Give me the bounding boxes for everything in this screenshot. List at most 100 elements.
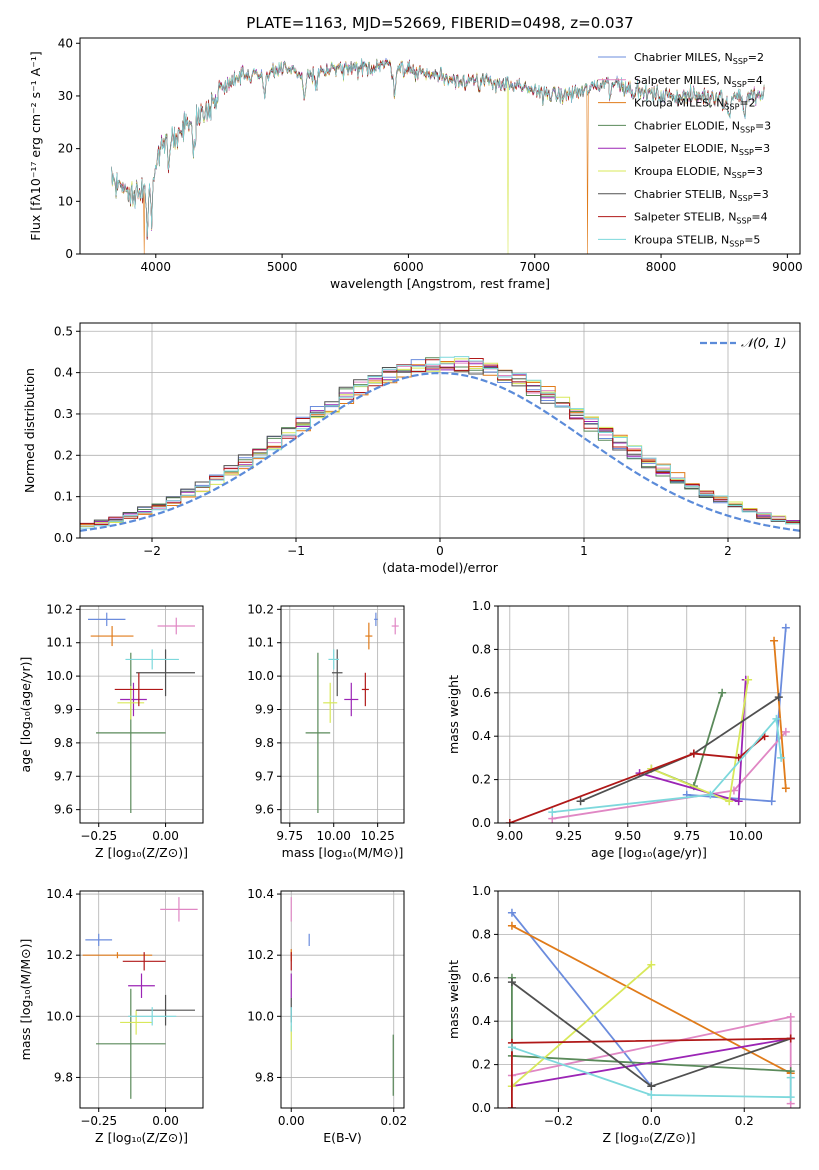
y-tick-label: 9.6	[54, 803, 73, 817]
weight-series-line	[511, 1037, 791, 1088]
x-tick-label: 9.75	[673, 829, 700, 843]
mass-weight-vs-Z-x-label: Z [log₁₀(Z/Z⊙)]	[603, 1130, 696, 1145]
data-point	[120, 682, 147, 717]
data-point	[157, 617, 195, 635]
mass-weight-vs-Z-lines	[507, 908, 795, 1108]
data-point	[160, 897, 198, 922]
mass-vs-EBV-x-label: E(B-V)	[323, 1130, 362, 1145]
histogram-series	[80, 356, 800, 529]
data-point	[365, 622, 373, 650]
y-tick-label: 10.2	[247, 948, 274, 962]
legend-entry: Salpeter STELIB, NSSP=4	[634, 211, 768, 226]
x-tick-label: 0.00	[152, 829, 179, 843]
y-tick-label: 0.2	[54, 448, 73, 462]
weight-marker	[781, 784, 790, 793]
data-point	[96, 652, 166, 813]
y-tick-label: 0.0	[472, 816, 491, 830]
x-tick-label: 0.02	[380, 1114, 407, 1128]
mass-vs-Z-x-label: Z [log₁₀(Z/Z⊙)]	[95, 1130, 188, 1145]
data-point	[120, 1010, 153, 1035]
weight-marker	[786, 1012, 795, 1021]
legend-entry: Kroupa STELIB, NSSP=5	[634, 233, 760, 248]
y-tick-label: 30	[58, 89, 73, 103]
weight-marker	[706, 790, 715, 799]
mass-weight-vs-age-lines	[505, 623, 790, 823]
y-tick-label: 0.0	[472, 1101, 491, 1115]
data-point	[136, 994, 195, 1026]
x-tick-label: 10.25	[360, 829, 394, 843]
x-tick-label: 9.25	[555, 829, 582, 843]
age-vs-Z-frame	[79, 605, 204, 824]
spectrum-x-label: wavelength [Angstrom, rest frame]	[330, 276, 550, 291]
weight-marker	[647, 960, 656, 969]
x-tick-label: 0.00	[278, 1114, 305, 1128]
y-tick-label: 10.0	[247, 1009, 274, 1023]
data-point	[82, 952, 153, 959]
x-tick-label: 9.50	[614, 829, 641, 843]
mass-vs-Z-y-label: mass [log₁₀(M/M⊙)]	[18, 939, 33, 1061]
weight-marker	[774, 693, 783, 702]
data-point	[90, 626, 134, 647]
y-tick-label: 10.2	[247, 602, 274, 616]
data-point	[361, 672, 369, 707]
weight-series-line	[511, 964, 652, 1087]
data-point	[122, 952, 166, 971]
x-tick-label: 7000	[519, 260, 550, 274]
legend-entry: 𝒩(0, 1)	[741, 335, 787, 350]
data-point	[331, 649, 343, 697]
age-vs-Z-x-label: Z [log₁₀(Z/Z⊙)]	[95, 845, 188, 860]
x-tick-label: −0.25	[80, 1114, 117, 1128]
y-tick-label: 10.0	[46, 1009, 73, 1023]
x-tick-label: 6000	[393, 260, 424, 274]
y-tick-label: 1.0	[472, 599, 491, 613]
spectrum-series-line	[111, 58, 765, 237]
residuals-y-label: Normed distribution	[22, 368, 37, 493]
mass-weight-vs-age-y-label: mass weight	[446, 675, 461, 754]
weight-series-line	[511, 1046, 792, 1099]
mass-weight-vs-age-axes: 9.00 9.25 9.50 9.75 10.00 0.0 0.2 0.4 0.6 0.8 1.0 a…	[446, 599, 800, 860]
x-tick-label: −0.2	[544, 1114, 573, 1128]
weight-series-line	[651, 679, 749, 803]
weight-marker	[744, 675, 753, 684]
y-tick-label: 10.4	[46, 887, 73, 901]
y-tick-label: 0.2	[472, 773, 491, 787]
data-point	[391, 617, 399, 635]
x-tick-label: 9.00	[496, 829, 523, 843]
y-tick-label: 9.8	[255, 1070, 274, 1084]
y-tick-label: 10.1	[46, 636, 73, 650]
data-point	[323, 682, 338, 723]
y-tick-label: 0.6	[472, 971, 491, 985]
weight-series-line	[686, 627, 787, 803]
legend-entry: Kroupa ELODIE, NSSP=3	[634, 165, 763, 180]
mass-weight-vs-Z-axes: −0.2 0.0 0.2 0.0 0.2 0.4 0.6 0.8 1.0 Z [log₁₀(Z/Z…	[446, 884, 800, 1145]
data-point	[136, 649, 195, 697]
y-tick-label: 0.4	[472, 1014, 491, 1028]
spectrum-title: PLATE=1163, MJD=52669, FIBERID=0498, z=0…	[246, 14, 633, 32]
x-tick-label: −1	[287, 544, 305, 558]
data-point	[114, 672, 163, 707]
weight-marker	[647, 1090, 656, 1099]
x-tick-label: 10.00	[317, 829, 351, 843]
weight-marker	[689, 749, 698, 758]
y-tick-label: 0.3	[54, 407, 73, 421]
x-tick-label: 4000	[141, 260, 172, 274]
weight-marker	[548, 808, 557, 817]
data-point	[128, 1007, 177, 1026]
x-tick-label: 5000	[267, 260, 298, 274]
weight-marker	[507, 921, 516, 930]
residuals-x-label: (data-model)/error	[382, 560, 499, 575]
age-vs-mass-frame	[280, 605, 405, 824]
x-tick-label: 9.75	[276, 829, 303, 843]
y-tick-label: 0.8	[472, 642, 491, 656]
weight-marker	[507, 978, 516, 987]
mass-weight-vs-Z-frame	[497, 890, 801, 1109]
x-tick-label: 0.00	[152, 1114, 179, 1128]
age-vs-Z-axes: −0.25 0.00 9.6 9.7 9.8 9.9 10.0 10.1 10.2 Z [log₁…	[18, 602, 203, 860]
y-tick-label: 9.8	[54, 1070, 73, 1084]
weight-marker	[781, 623, 790, 632]
y-tick-label: 0.4	[472, 729, 491, 743]
data-point	[344, 682, 359, 717]
mass-vs-EBV-frame	[280, 890, 405, 1109]
normal-reference-curve	[80, 372, 800, 532]
age-vs-Z-y-label: age [log₁₀(age/yr)]	[18, 657, 33, 773]
